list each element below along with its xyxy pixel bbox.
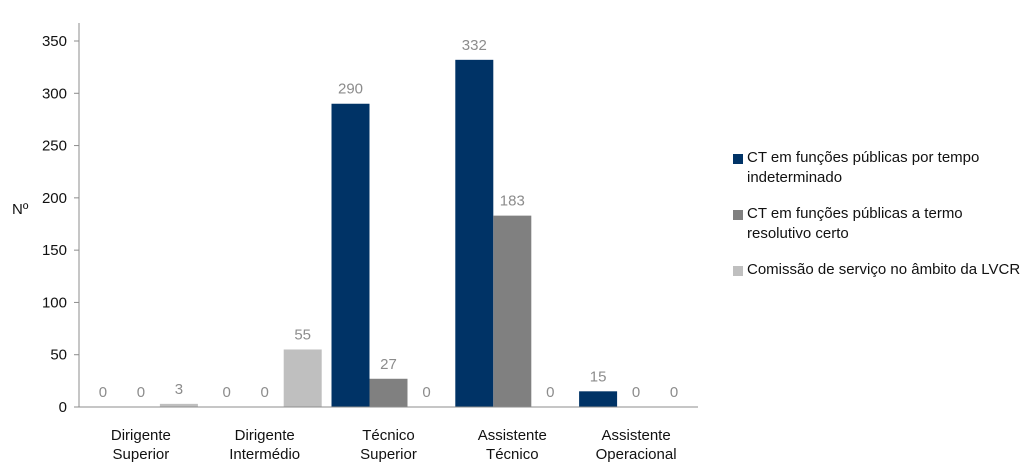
legend-label: CT em funções públicas por tempo indeter… [747,149,980,186]
legend-swatch [733,210,743,220]
category-labels: Dirigente Superior Dirigente Intermédio Técn… [111,427,677,463]
data-label: 332 [462,37,487,54]
bar [159,403,198,407]
bar [455,59,494,408]
y-axis-ticks: 0 50 100 150 200 250 300 350 [42,33,79,416]
legend-item: Comissão de serviço no âmbito da LVCR [733,260,1025,280]
category-label: Assistente Técnico [478,427,547,463]
bars [159,59,618,408]
data-labels: 0 0 3 0 0 55 290 27 0 332 183 0 15 0 0 [99,37,679,401]
bar [493,215,532,407]
data-label: 0 [670,384,678,401]
bar [369,378,408,407]
bar [331,103,370,407]
y-tick-label: 350 [42,33,67,50]
legend: CT em funções públicas por tempo indeter… [733,148,1025,296]
y-tick-label: 100 [42,294,67,311]
bar [283,349,322,407]
category-label: Técnico Superior [360,427,417,463]
legend-swatch [733,154,743,164]
y-tick-label: 0 [59,399,67,416]
y-tick-label: 250 [42,138,67,155]
data-label: 183 [500,193,525,210]
y-tick-label: 50 [50,347,67,364]
data-label: 0 [422,384,430,401]
y-tick-label: 150 [42,242,67,259]
category-label: Dirigente Intermédio [229,427,300,463]
y-tick-label: 200 [42,190,67,207]
legend-swatch [733,266,743,276]
y-axis-label: Nº [12,201,29,218]
data-label: 15 [590,368,607,385]
legend-label: Comissão de serviço no âmbito da LVCR [747,261,1021,278]
legend-item: CT em funções públicas por tempo indeter… [733,148,1025,188]
bar [579,391,618,407]
data-label: 0 [223,384,231,401]
data-label: 0 [546,384,554,401]
data-label: 290 [338,81,363,98]
data-label: 0 [137,384,145,401]
legend-label: CT em funções públicas a termo resolutiv… [747,205,963,242]
data-label: 55 [294,326,311,343]
data-label: 0 [261,384,269,401]
legend-item: CT em funções públicas a termo resolutiv… [733,204,1025,244]
data-label: 0 [632,384,640,401]
category-label: Assistente Operacional [596,427,677,463]
category-label: Dirigente Superior [111,427,171,463]
y-tick-label: 300 [42,85,67,102]
data-label: 3 [175,381,183,398]
data-label: 0 [99,384,107,401]
data-label: 27 [380,356,397,373]
